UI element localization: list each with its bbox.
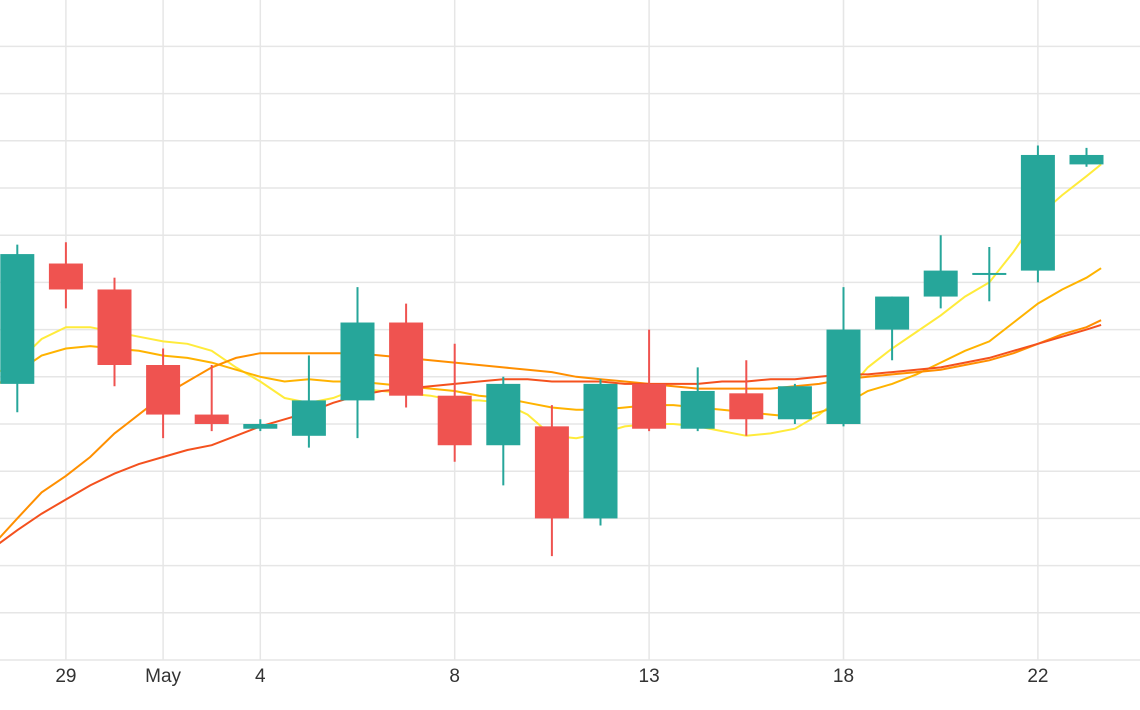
candle-12	[583, 379, 618, 526]
x-tick-label: 18	[833, 666, 854, 687]
candle-0	[0, 244, 35, 413]
candle-body	[826, 329, 861, 424]
candle-body	[146, 365, 181, 415]
candle-body	[1069, 154, 1104, 165]
candle-8	[389, 303, 424, 408]
moving-average-ma-slowest	[0, 323, 1102, 545]
x-axis-tick-labels: 29 May 4 8 13 18 22	[55, 666, 1048, 687]
x-tick-label: 13	[639, 666, 660, 687]
candle-2	[97, 277, 132, 387]
candle-body	[534, 426, 569, 519]
candle-body	[972, 272, 1007, 275]
candle-body	[340, 322, 375, 401]
candle-10	[486, 376, 521, 486]
candle-body	[291, 400, 326, 436]
candle-5	[243, 419, 278, 432]
candle-6	[291, 355, 326, 448]
candle-body	[729, 393, 764, 420]
candle-15	[729, 360, 764, 436]
candle-3	[146, 348, 181, 439]
candle-body	[680, 390, 715, 429]
candles	[0, 145, 1104, 557]
candle-19	[923, 235, 958, 309]
candle-body	[97, 289, 132, 365]
x-tick-label: 29	[55, 666, 76, 687]
candle-4	[194, 365, 229, 432]
candle-body	[875, 296, 910, 330]
candle-body	[777, 386, 812, 420]
candle-20	[972, 247, 1007, 302]
candle-body	[583, 383, 618, 519]
candle-body	[437, 395, 472, 446]
candle-11	[534, 405, 569, 557]
candle-17	[826, 287, 861, 427]
candle-7	[340, 287, 375, 439]
grid	[0, 0, 1140, 661]
candle-16	[777, 383, 812, 424]
candle-body	[486, 383, 521, 446]
candle-9	[437, 343, 472, 462]
candle-body	[1020, 154, 1055, 271]
x-tick-label: May	[145, 666, 181, 687]
candle-body	[243, 424, 278, 429]
candle-body	[632, 383, 667, 429]
candle-1	[48, 242, 83, 309]
x-tick-label: 22	[1027, 666, 1048, 687]
x-tick-label: 4	[255, 666, 266, 687]
candle-body	[194, 414, 229, 424]
candle-body	[0, 254, 35, 384]
candle-13	[632, 329, 667, 432]
candle-body	[923, 270, 958, 297]
candle-14	[680, 367, 715, 432]
candle-body	[48, 263, 83, 290]
candle-21	[1020, 145, 1055, 283]
x-tick-label: 8	[449, 666, 460, 687]
candle-22	[1069, 147, 1104, 167]
candle-18	[875, 296, 910, 361]
candle-body	[389, 322, 424, 396]
